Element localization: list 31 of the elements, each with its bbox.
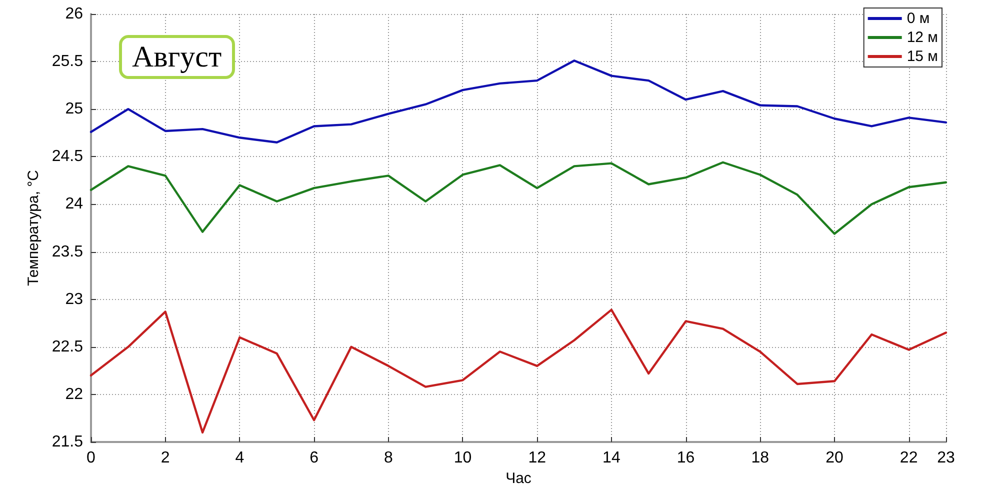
legend-label: 0 м	[906, 10, 930, 27]
y-tick-label: 22	[65, 386, 84, 403]
x-tick-label: 20	[826, 450, 844, 466]
x-tick-label: 8	[384, 450, 393, 466]
x-tick-label: 0	[86, 450, 96, 466]
line-series	[90, 161, 948, 235]
legend-label: 12 м	[906, 29, 938, 46]
y-tick-label: 25	[65, 100, 84, 118]
x-tick-label: 2	[160, 450, 170, 466]
x-tick-label: 16	[676, 450, 695, 466]
y-tick-label: 21.5	[52, 434, 84, 450]
x-tick-label: 18	[751, 450, 770, 466]
y-axis-title: Температура, °C	[24, 170, 42, 286]
y-tick-label: 24.5	[52, 148, 84, 166]
text: Август	[132, 40, 222, 74]
x-tick-label: 23	[937, 450, 955, 466]
x-tick-label: 14	[602, 450, 620, 466]
y-tick-label: 26	[65, 6, 84, 22]
x-tick-label: 6	[310, 450, 319, 466]
x-tick-label: 22	[900, 450, 918, 466]
y-tick-label: 24	[65, 196, 84, 213]
y-tick-label: 25.5	[52, 53, 84, 70]
y-tick-label: 23	[65, 290, 84, 308]
x-axis-title: Час	[506, 470, 532, 487]
y-tick-label: 23.5	[52, 243, 84, 260]
legend-label: 15 м	[906, 48, 938, 65]
line-series	[90, 308, 948, 434]
x-tick-label: 4	[235, 450, 244, 466]
x-tick-label: 12	[528, 450, 546, 466]
y-tick-label: 22.5	[52, 338, 84, 356]
x-tick-label: 10	[454, 450, 472, 466]
